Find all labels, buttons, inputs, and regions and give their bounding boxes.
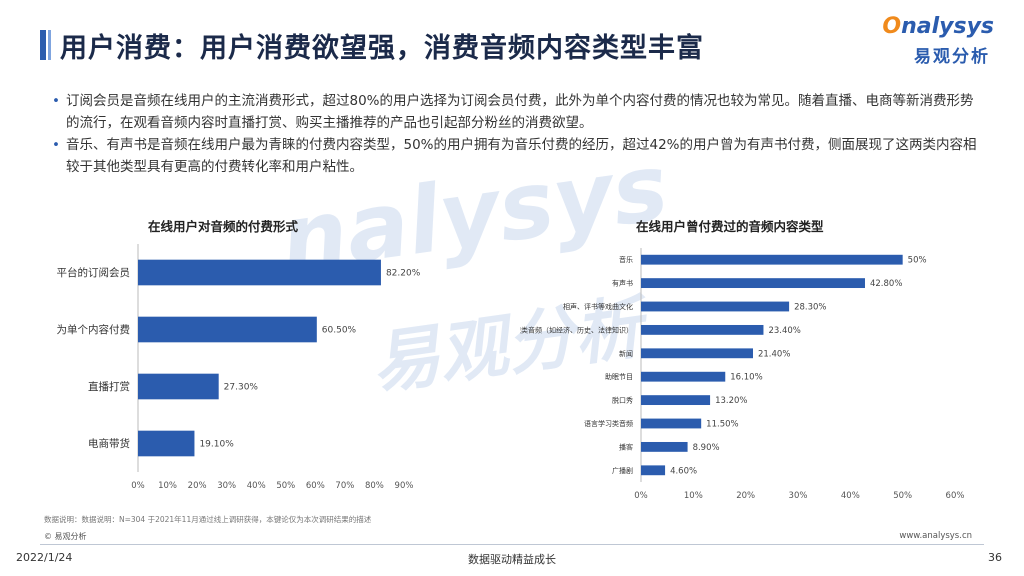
value-label: 42.80% [870, 279, 902, 289]
category-label: 语言学习类音频 [584, 419, 633, 428]
value-label: 16.10% [730, 373, 762, 383]
x-tick-label: 50% [276, 481, 295, 491]
bar [641, 418, 702, 429]
bar [138, 430, 195, 457]
footer-slogan: 数据驱动精益成长 [468, 553, 556, 566]
logo-wordmark: nalysys [901, 14, 994, 39]
x-tick-label: 40% [841, 491, 860, 501]
bar [138, 316, 317, 343]
value-label: 60.50% [322, 326, 357, 336]
x-tick-label: 0% [131, 481, 145, 491]
bullet-1: 订阅会员是音频在线用户的主流消费形式，超过80%的用户选择为订阅会员付费，此外为… [52, 90, 982, 134]
category-label: 知识类音频（如经济、历史、法律知识） [520, 325, 633, 334]
x-tick-label: 70% [335, 481, 354, 491]
value-label: 8.90% [693, 443, 720, 453]
category-label: 播客 [619, 442, 633, 451]
category-label: 为单个内容付费 [57, 323, 131, 336]
chart2-title: 在线用户曾付费过的音频内容类型 [636, 219, 824, 234]
logo-chinese-name: 易观分析 [914, 47, 990, 67]
value-label: 23.40% [768, 326, 800, 336]
summary-bullets: 订阅会员是音频在线用户的主流消费形式，超过80%的用户选择为订阅会员付费，此外为… [52, 90, 982, 178]
value-label: 82.20% [386, 269, 421, 279]
x-tick-label: 40% [247, 481, 266, 491]
value-label: 28.30% [794, 302, 826, 312]
category-label: 平台的订阅会员 [57, 266, 131, 279]
website-url: www.analysys.cn [899, 531, 972, 541]
category-label: 新闻 [619, 349, 633, 358]
category-label: 脱口秀 [612, 396, 633, 405]
category-label: 广播剧 [612, 466, 633, 475]
bar [641, 441, 688, 452]
bar [641, 395, 711, 406]
bar [641, 348, 753, 359]
title-accent-bar [40, 30, 46, 60]
value-label: 27.30% [224, 383, 259, 393]
x-tick-label: 20% [736, 491, 755, 501]
bar [641, 324, 764, 335]
value-label: 11.50% [706, 419, 738, 429]
x-tick-label: 60% [306, 481, 325, 491]
x-tick-label: 0% [634, 491, 648, 501]
logo-o-mark: O [882, 14, 902, 39]
page-title: 用户消费：用户消费欲望强，消费音频内容类型丰富 [60, 33, 704, 64]
page-number: 36 [988, 551, 1002, 564]
chart1-payment-forms: 平台的订阅会员 82.20% 为单个内容付费 60.50% 直播打赏 27.30% 电商带货… [57, 244, 421, 491]
value-label: 13.20% [715, 396, 747, 406]
analysys-logo: Onalysys 易观分析 [874, 14, 994, 67]
x-tick-label: 20% [188, 481, 207, 491]
footer-divider [40, 544, 984, 545]
data-note: 数据说明：数据说明：N=304 于2021年11月通过线上调研获得，本键论仅为本… [44, 515, 372, 524]
chart1-title: 在线用户对音频的付费形式 [148, 219, 299, 234]
value-label: 19.10% [199, 440, 234, 450]
chart2-content-types: 音乐 50% 有声书 42.80% 相声、评书等戏曲文化 28.30% 知识类音频（如经济、… [520, 248, 965, 501]
bar [641, 371, 726, 382]
bar [641, 301, 790, 312]
bullet-2: 音乐、有声书是音频在线用户最为青睐的付费内容类型，50%的用户拥有为音乐付费的经… [52, 134, 982, 178]
value-label: 21.40% [758, 349, 790, 359]
bar [641, 465, 666, 476]
x-tick-label: 50% [893, 491, 912, 501]
bar [641, 278, 865, 289]
category-label: 音乐 [619, 255, 633, 264]
x-tick-label: 10% [158, 481, 177, 491]
report-date: 2022/1/24 [16, 551, 73, 564]
category-label: 电商带货 [88, 437, 130, 450]
value-label: 50% [908, 256, 927, 266]
value-label: 4.60% [670, 466, 697, 476]
x-tick-label: 60% [946, 491, 965, 501]
category-label: 助眠节目 [605, 372, 633, 381]
category-label: 相声、评书等戏曲文化 [563, 302, 633, 311]
bar [138, 259, 381, 286]
bar [641, 254, 903, 265]
x-tick-label: 30% [217, 481, 236, 491]
category-label: 有声书 [612, 279, 633, 288]
bar [138, 373, 219, 400]
x-tick-label: 90% [395, 481, 414, 491]
x-tick-label: 80% [365, 481, 384, 491]
x-tick-label: 10% [684, 491, 703, 501]
category-label: 直播打赏 [88, 380, 130, 393]
x-tick-label: 30% [789, 491, 808, 501]
copyright: © 易观分析 [44, 532, 87, 541]
title-accent-bar-light [48, 30, 51, 60]
